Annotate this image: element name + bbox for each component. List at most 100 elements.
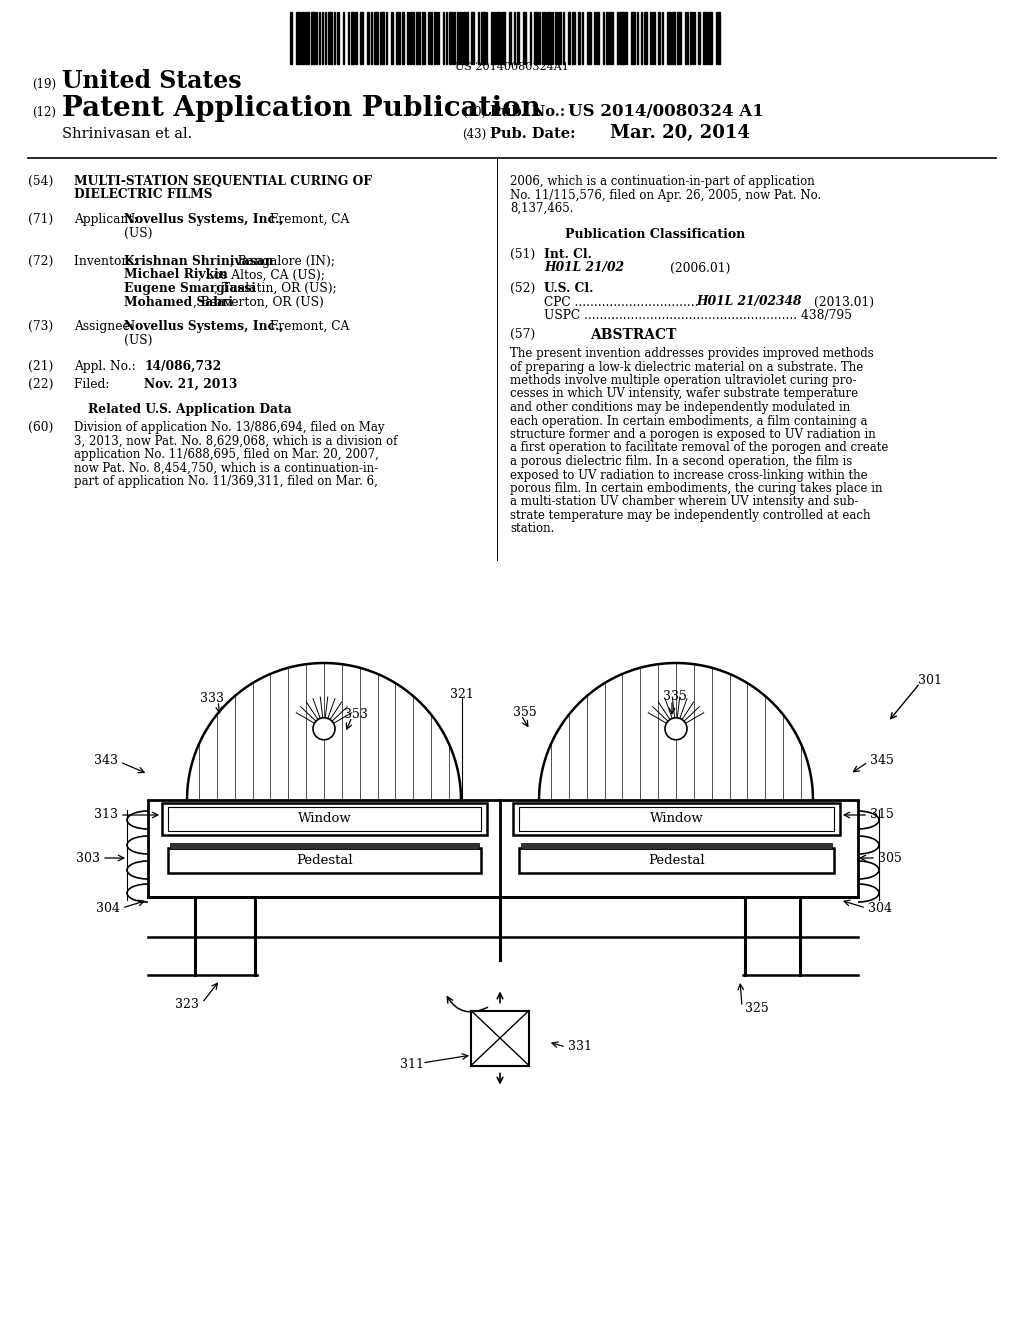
Bar xyxy=(396,12,400,63)
Text: cesses in which UV intensity, wafer substrate temperature: cesses in which UV intensity, wafer subs… xyxy=(510,388,858,400)
Text: Related U.S. Application Data: Related U.S. Application Data xyxy=(88,403,292,416)
Bar xyxy=(596,12,599,63)
Text: Applicant:: Applicant: xyxy=(74,213,141,226)
Bar xyxy=(703,12,707,63)
Text: (60): (60) xyxy=(28,421,53,434)
Text: methods involve multiple operation ultraviolet curing pro-: methods involve multiple operation ultra… xyxy=(510,374,856,387)
Text: 345: 345 xyxy=(870,754,894,767)
Bar xyxy=(296,12,300,63)
Bar xyxy=(617,12,618,63)
Text: 3, 2013, now Pat. No. 8,629,068, which is a division of: 3, 2013, now Pat. No. 8,629,068, which i… xyxy=(74,434,397,447)
Text: DIELECTRIC FILMS: DIELECTRIC FILMS xyxy=(74,189,213,202)
Text: Filed:: Filed: xyxy=(74,378,129,391)
Text: The present invention addresses provides improved methods: The present invention addresses provides… xyxy=(510,347,873,360)
Bar xyxy=(463,12,465,63)
Bar xyxy=(351,12,354,63)
Bar xyxy=(513,803,840,836)
Bar xyxy=(521,843,831,849)
Text: (12): (12) xyxy=(32,106,56,119)
Bar xyxy=(416,12,420,63)
Bar xyxy=(534,12,538,63)
Text: (19): (19) xyxy=(32,78,56,91)
Text: Pub. Date:: Pub. Date: xyxy=(490,127,575,141)
Text: U.S. Cl.: U.S. Cl. xyxy=(544,282,593,294)
Bar xyxy=(328,12,332,63)
Bar xyxy=(497,12,500,63)
Bar xyxy=(494,12,496,63)
Text: Mar. 20, 2014: Mar. 20, 2014 xyxy=(610,124,750,143)
Text: 333: 333 xyxy=(200,692,224,705)
Text: Novellus Systems, Inc.,: Novellus Systems, Inc., xyxy=(124,213,284,226)
Text: Division of application No. 13/886,694, filed on May: Division of application No. 13/886,694, … xyxy=(74,421,384,434)
Bar xyxy=(578,12,580,63)
Text: (72): (72) xyxy=(28,255,53,268)
Text: each operation. In certain embodiments, a film containing a: each operation. In certain embodiments, … xyxy=(510,414,867,428)
Text: and other conditions may be independently modulated in: and other conditions may be independentl… xyxy=(510,401,850,414)
Text: No. 11/115,576, filed on Apr. 26, 2005, now Pat. No.: No. 11/115,576, filed on Apr. 26, 2005, … xyxy=(510,189,821,202)
Bar xyxy=(402,12,404,63)
Text: exposed to UV radiation to increase cross-linking within the: exposed to UV radiation to increase cros… xyxy=(510,469,867,482)
Bar xyxy=(708,12,712,63)
Text: Nov. 21, 2013: Nov. 21, 2013 xyxy=(144,378,238,391)
Bar xyxy=(558,12,561,63)
Text: , Los Altos, CA (US);: , Los Altos, CA (US); xyxy=(199,268,326,281)
Text: Appl. No.:: Appl. No.: xyxy=(74,360,139,374)
Bar xyxy=(677,12,681,63)
Text: Pedestal: Pedestal xyxy=(296,854,353,867)
Bar xyxy=(611,12,613,63)
Bar xyxy=(547,12,551,63)
Text: 305: 305 xyxy=(878,851,902,865)
Text: US 2014/0080324 A1: US 2014/0080324 A1 xyxy=(568,103,764,120)
Text: Michael Rivkin: Michael Rivkin xyxy=(124,268,227,281)
Text: , Tualatin, OR (US);: , Tualatin, OR (US); xyxy=(214,282,337,294)
Bar xyxy=(337,12,339,63)
Text: (22): (22) xyxy=(28,378,53,391)
Bar xyxy=(355,12,357,63)
Text: Novellus Systems, Inc.,: Novellus Systems, Inc., xyxy=(124,319,284,333)
Bar xyxy=(718,12,720,63)
Bar xyxy=(523,12,526,63)
Text: 8,137,465.: 8,137,465. xyxy=(510,202,573,215)
Bar xyxy=(620,12,624,63)
Bar xyxy=(391,12,393,63)
Text: 301: 301 xyxy=(918,673,942,686)
Bar xyxy=(509,12,511,63)
Text: 343: 343 xyxy=(94,754,118,767)
Bar xyxy=(407,12,409,63)
Bar xyxy=(644,12,647,63)
Bar xyxy=(693,12,695,63)
Text: Pedestal: Pedestal xyxy=(648,854,705,867)
Bar xyxy=(170,843,479,849)
Text: 313: 313 xyxy=(94,808,118,821)
Text: 325: 325 xyxy=(745,1002,769,1015)
Text: porous film. In certain embodiments, the curing takes place in: porous film. In certain embodiments, the… xyxy=(510,482,883,495)
Text: H01L 21/02348: H01L 21/02348 xyxy=(696,296,802,309)
Bar xyxy=(667,12,671,63)
Text: US 20140080324A1: US 20140080324A1 xyxy=(455,62,569,73)
Text: 331: 331 xyxy=(568,1040,592,1053)
Text: (57): (57) xyxy=(510,327,536,341)
Bar xyxy=(422,12,425,63)
Bar xyxy=(360,12,362,63)
Text: , Bangalore (IN);: , Bangalore (IN); xyxy=(230,255,335,268)
Bar xyxy=(481,12,485,63)
Text: Shrinivasan et al.: Shrinivasan et al. xyxy=(62,127,193,141)
Text: (21): (21) xyxy=(28,360,53,374)
Bar xyxy=(311,12,315,63)
Bar xyxy=(471,12,474,63)
Text: (71): (71) xyxy=(28,213,53,226)
Bar xyxy=(542,12,546,63)
Text: Inventors:: Inventors: xyxy=(74,255,141,268)
Text: 304: 304 xyxy=(868,902,892,915)
Bar xyxy=(380,12,384,63)
Bar xyxy=(471,1011,529,1065)
Text: of preparing a low-k dielectric material on a substrate. The: of preparing a low-k dielectric material… xyxy=(510,360,863,374)
Bar xyxy=(168,807,481,832)
Text: 2006, which is a continuation-in-part of application: 2006, which is a continuation-in-part of… xyxy=(510,176,815,187)
Text: (73): (73) xyxy=(28,319,53,333)
Text: 303: 303 xyxy=(76,851,100,865)
Bar xyxy=(290,12,292,63)
Text: (US): (US) xyxy=(124,334,153,346)
Bar xyxy=(658,12,660,63)
Bar xyxy=(434,12,436,63)
